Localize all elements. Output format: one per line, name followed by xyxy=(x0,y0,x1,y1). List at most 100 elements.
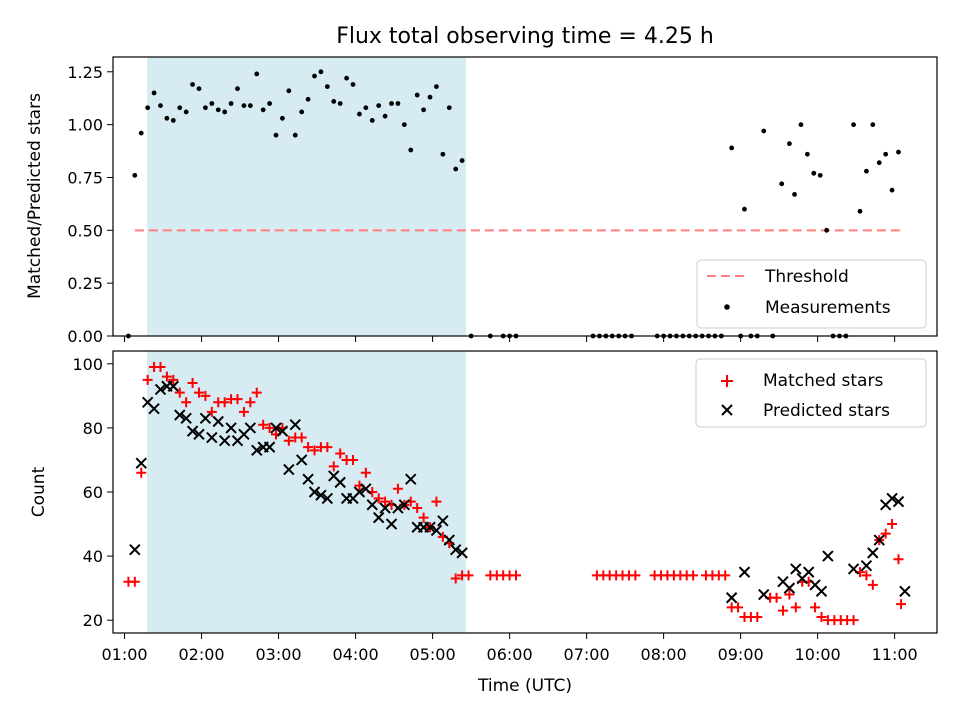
bottom-axes-frame xyxy=(112,350,938,634)
measurement-point xyxy=(235,86,240,92)
measurement-point xyxy=(318,69,324,75)
predicted-star-point xyxy=(289,418,301,431)
measurement-point xyxy=(440,151,446,157)
matched-star-point xyxy=(187,378,198,389)
predicted-star-point xyxy=(295,454,308,466)
measurement-point xyxy=(145,105,151,111)
x-axis-label: Time (UTC) xyxy=(477,676,572,696)
predicted-star-point xyxy=(430,524,443,537)
x-tick-label: 05:00 xyxy=(410,645,456,664)
chart-title: Flux total observing time = 4.25 h xyxy=(336,24,714,49)
predicted-star-point xyxy=(283,463,295,476)
measurement-point xyxy=(254,71,260,77)
predicted-star-point xyxy=(225,422,237,434)
bottom-legend: Matched stars Predicted stars xyxy=(695,358,927,428)
predicted-star-point xyxy=(886,492,898,505)
matched-star-point xyxy=(431,496,442,507)
predicted-star-point xyxy=(206,431,218,444)
matched-star-point xyxy=(181,397,192,408)
predicted-star-point xyxy=(443,534,455,546)
matched-star-point xyxy=(790,602,801,613)
predicted-star-point xyxy=(334,476,346,489)
matched-star-point xyxy=(129,576,140,587)
predicted-star-point xyxy=(873,534,885,546)
measurement-point xyxy=(889,187,895,193)
matched-star-point xyxy=(418,512,429,523)
legend-matched-label: Matched stars xyxy=(763,371,883,391)
top-axes-frame xyxy=(112,56,938,337)
x-tick-label: 06:00 xyxy=(487,645,533,664)
measurement-point xyxy=(817,172,823,178)
x-tick-label: 02:00 xyxy=(179,645,225,664)
top-y-tick-label: 1.00 xyxy=(67,116,103,135)
matched-star-point xyxy=(136,467,147,478)
matched-star-point xyxy=(816,611,827,622)
predicted-star-point xyxy=(193,428,205,441)
bottom-legend-box xyxy=(695,358,927,428)
predicted-star-point xyxy=(218,435,231,447)
predicted-star-point xyxy=(263,441,276,453)
predicted-star-point xyxy=(212,415,224,428)
measurement-point xyxy=(286,88,292,94)
predicted-star-point xyxy=(276,425,289,437)
matched-star-point xyxy=(309,445,320,456)
measurement-point xyxy=(215,107,221,113)
measurement-point xyxy=(260,107,266,113)
measurement-points xyxy=(126,69,901,339)
predicted-star-point xyxy=(302,473,314,485)
measurement-point xyxy=(804,151,810,157)
measurement-point xyxy=(247,103,253,109)
measurement-point xyxy=(344,75,349,81)
matched-star-point xyxy=(511,570,522,581)
matched-star-point xyxy=(219,397,230,408)
measurement-point xyxy=(896,149,901,155)
top-y-tick-label: 0.75 xyxy=(67,168,103,187)
matched-star-point xyxy=(206,406,217,417)
predicted-star-point xyxy=(899,585,911,598)
measurement-point xyxy=(779,181,785,187)
measurement-point xyxy=(376,103,382,109)
measurement-point xyxy=(408,147,414,153)
matched-star-point xyxy=(896,599,907,610)
bottom-y-tick-label: 80 xyxy=(83,419,103,438)
measurement-point xyxy=(414,92,420,98)
matched-star-point xyxy=(867,579,878,590)
predicted-star-point xyxy=(180,412,192,425)
measurement-point xyxy=(203,105,208,111)
measurement-point xyxy=(222,109,228,115)
predicted-star-point xyxy=(135,457,147,469)
bottom-y-tick-label: 40 xyxy=(83,547,103,566)
top-y-axis-label: Matched/Predicted stars xyxy=(25,93,45,299)
measurement-point xyxy=(761,128,767,134)
top-shaded-interval xyxy=(147,57,466,336)
measurement-point xyxy=(350,82,356,87)
matched-star-point xyxy=(630,570,641,581)
predicted-star-point xyxy=(315,489,327,501)
predicted-star-point xyxy=(154,383,167,396)
measurement-point xyxy=(395,101,401,106)
legend-predicted-swatch xyxy=(721,404,733,416)
matched-star-point xyxy=(283,435,294,446)
predicted-star-point xyxy=(860,559,873,572)
matched-star-point xyxy=(777,605,788,616)
matched-star-point xyxy=(861,570,872,581)
measurement-point xyxy=(299,109,305,115)
measurement-point xyxy=(138,130,144,136)
predicted-star-point xyxy=(308,486,321,498)
predicted-star-point xyxy=(385,518,398,530)
legend-matched-swatch xyxy=(721,375,733,387)
legend-measurements-label: Measurements xyxy=(765,298,891,318)
predicted-star-point xyxy=(892,495,905,508)
x-tick-label: 01:00 xyxy=(101,645,147,664)
measurement-point xyxy=(798,122,804,128)
measurement-point xyxy=(729,145,735,151)
measurement-point xyxy=(151,90,157,96)
matched-star-point xyxy=(373,493,384,504)
predicted-star-point xyxy=(822,550,834,562)
predicted-star-point xyxy=(186,425,199,437)
matched-star-point xyxy=(161,371,172,382)
bottom-panel: 20 40 60 80 100 01:00 02:00 03:00 04:00 05:00 06:… xyxy=(29,350,938,696)
measurement-point xyxy=(870,122,876,128)
measurement-point xyxy=(851,122,856,128)
top-y-tick-label: 1.25 xyxy=(67,63,103,82)
